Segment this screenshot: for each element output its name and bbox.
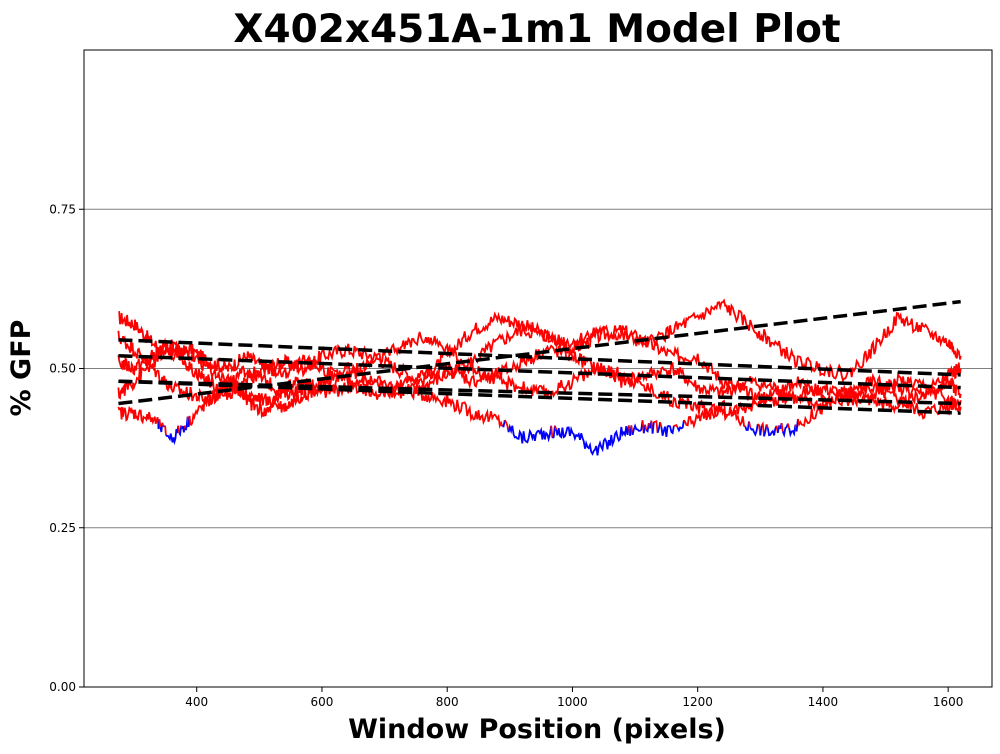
series-1-segment-19 xyxy=(651,421,655,434)
series-2-segment-3 xyxy=(159,422,164,433)
series-1-segment-42 xyxy=(787,423,790,429)
fit-lines xyxy=(118,299,961,415)
series-1-segment-14 xyxy=(644,424,648,431)
series-1-segment-27 xyxy=(744,421,750,431)
x-tick-label-2: 800 xyxy=(436,695,459,709)
series-1-segment-26 xyxy=(683,399,746,429)
chart-title: X402x451A-1m1 Model Plot xyxy=(233,7,840,52)
y-axis: 0.00 0.25 0.50 0.75 xyxy=(49,202,84,694)
series-1-segment-43 xyxy=(788,424,797,438)
series-1-segment-7 xyxy=(555,425,630,456)
y-tick-label-3: 0.75 xyxy=(49,202,76,216)
series-2-segment-11 xyxy=(181,425,186,433)
series-2-segment-2 xyxy=(158,419,162,428)
series-1-segment-34 xyxy=(765,424,769,429)
series-1-segment-1 xyxy=(502,419,506,428)
x-tick-label-4: 1200 xyxy=(682,695,713,709)
x-tick-label-0: 400 xyxy=(185,695,208,709)
series-1-segment-28 xyxy=(748,421,752,428)
x-axis: 400 600 800 1000 1200 1400 1600 xyxy=(185,687,963,709)
series-1-segment-5 xyxy=(551,425,556,439)
series-group xyxy=(117,298,962,456)
series-1-segment-22 xyxy=(659,421,663,428)
series-1-segment-2 xyxy=(504,419,510,433)
y-axis-label: % GFP xyxy=(6,320,37,417)
series-2-segment-7 xyxy=(166,425,180,446)
series-2-segment-9 xyxy=(178,425,182,438)
series-1-segment-32 xyxy=(760,421,765,437)
series-1-segment-41 xyxy=(781,423,789,439)
y-tick-label-0: 0.00 xyxy=(49,680,76,694)
series-2-segment-8 xyxy=(177,425,181,434)
x-tick-label-1: 600 xyxy=(311,695,334,709)
x-tick-label-5: 1400 xyxy=(808,695,839,709)
series-1-segment-29 xyxy=(749,423,759,437)
series-1-segment-33 xyxy=(763,424,768,437)
series-1-segment-23 xyxy=(660,424,675,438)
series-2-segment-6 xyxy=(164,425,167,436)
series-1-segment-4 xyxy=(550,425,554,439)
series-1-segment-15 xyxy=(645,422,650,433)
series-2-segment-0 xyxy=(117,405,160,430)
series-2 xyxy=(117,298,962,446)
series-1-segment-24 xyxy=(673,423,679,428)
series-1-segment-6 xyxy=(554,425,558,430)
series-1-segment-31 xyxy=(759,425,763,436)
fit-line-1 xyxy=(118,354,961,390)
series-1-segment-25 xyxy=(676,419,685,433)
x-axis-label: Window Position (pixels) xyxy=(348,714,726,745)
x-tick-label-3: 1000 xyxy=(557,695,588,709)
series-3 xyxy=(117,331,962,422)
x-tick-label-6: 1600 xyxy=(933,695,964,709)
series-1-segment-11 xyxy=(631,420,644,436)
series-1-segment-40 xyxy=(780,422,784,432)
series-2-segment-16 xyxy=(188,298,962,426)
fit-line-4 xyxy=(118,299,961,406)
fit-line-0 xyxy=(118,338,961,377)
series-1-segment-20 xyxy=(653,419,659,433)
y-tick-label-2: 0.50 xyxy=(49,362,76,376)
y-tick-label-1: 0.25 xyxy=(49,521,76,535)
series-3-segment-0 xyxy=(117,331,962,422)
series-1-segment-35 xyxy=(766,425,778,437)
series-1-segment-21 xyxy=(656,421,661,434)
series-1-segment-3 xyxy=(507,423,553,444)
